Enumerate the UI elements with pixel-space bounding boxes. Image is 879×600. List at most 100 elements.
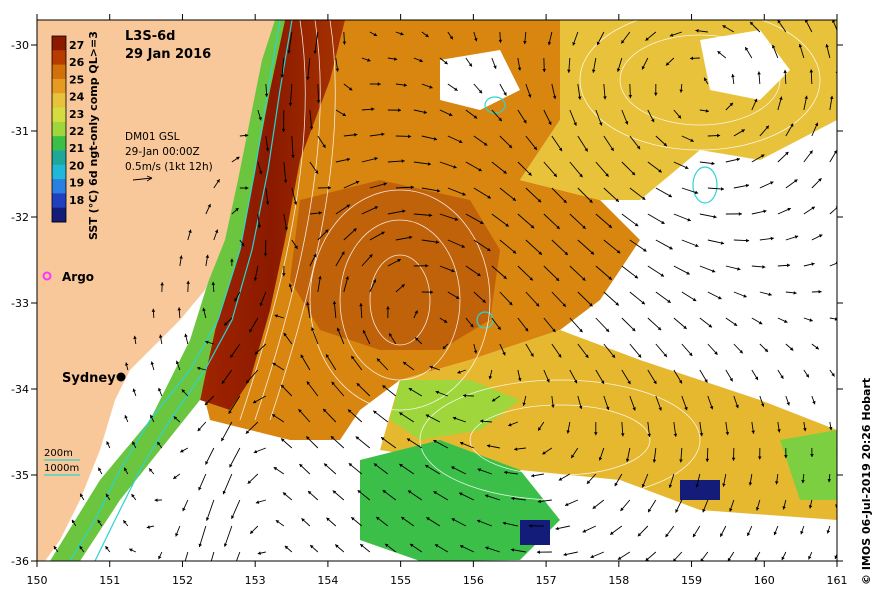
current-arrowhead: [124, 362, 129, 366]
current-arrowhead: [223, 543, 228, 547]
current-arrowhead: [425, 33, 429, 37]
current-arrowhead: [690, 56, 694, 61]
colorbar-swatch: [52, 64, 66, 80]
current-arrow: [395, 186, 414, 189]
current-arrowhead: [542, 451, 546, 455]
current-arrowhead: [692, 297, 697, 301]
current-arrowhead: [579, 173, 583, 178]
current-arrowhead: [535, 302, 540, 307]
current-arrowhead: [763, 209, 767, 214]
current-arrowhead: [477, 272, 481, 277]
current-arrow: [829, 207, 837, 215]
current-arrow: [355, 436, 371, 449]
current-arrowhead: [288, 102, 293, 106]
current-arrowhead: [400, 32, 404, 36]
current-arrowhead: [645, 557, 649, 561]
current-arrowhead: [382, 490, 387, 494]
current-arrow: [838, 234, 847, 240]
current-arrow: [380, 436, 397, 449]
current-arrowhead: [512, 250, 517, 254]
current-arrowhead: [157, 441, 161, 446]
current-arrowhead: [151, 308, 156, 312]
current-arrowhead: [281, 438, 285, 442]
current-arrowhead: [473, 350, 478, 354]
current-arrow: [551, 187, 567, 204]
current-arrowhead: [610, 147, 614, 151]
current-arrowhead: [794, 179, 798, 183]
current-arrow: [673, 213, 691, 222]
current-arrowhead: [768, 292, 772, 297]
current-arrowhead: [809, 150, 813, 154]
current-arrowhead: [572, 42, 576, 46]
current-arrowhead: [282, 492, 287, 496]
current-arrowhead: [665, 533, 669, 538]
current-arrowhead: [105, 546, 109, 550]
current-arrowhead: [301, 518, 305, 522]
current-arrow: [499, 187, 517, 202]
current-arrowhead: [827, 479, 832, 483]
current-arrow: [281, 57, 285, 78]
current-arrowhead: [717, 51, 721, 55]
current-arrowhead: [149, 468, 153, 472]
current-arrow: [447, 239, 466, 248]
current-arrowhead: [184, 333, 188, 338]
current-arrowhead: [627, 380, 631, 385]
credit-text: © IMOS 06-Jul-2019 20:26 Hobart: [860, 378, 873, 585]
current-arrowhead: [311, 327, 315, 331]
colorbar-swatch: [52, 193, 66, 209]
mid-temperature-south: [380, 330, 837, 520]
current-arrowhead: [211, 281, 216, 285]
current-arrowhead: [616, 68, 621, 72]
current-arrowhead: [354, 133, 358, 137]
no-data-gap-east: [620, 150, 837, 420]
current-arrowhead: [694, 190, 699, 195]
current-arrowhead: [729, 508, 733, 512]
current-arrow: [577, 135, 589, 152]
current-arrowhead: [517, 67, 522, 71]
current-arrowhead: [688, 352, 693, 356]
current-arrowhead: [745, 183, 750, 188]
current-arrowhead: [562, 303, 566, 307]
current-arrowhead: [702, 508, 706, 513]
current-arrowhead: [641, 483, 646, 488]
current-arrowhead: [522, 402, 526, 406]
current-arrowhead: [79, 546, 83, 550]
current-arrow: [491, 161, 507, 174]
current-arrowhead: [563, 552, 567, 557]
current-arrowhead: [528, 172, 532, 176]
current-arrowhead: [280, 74, 285, 78]
current-arrowhead: [765, 125, 769, 130]
current-arrowhead: [709, 405, 714, 410]
current-arrowhead: [374, 206, 378, 210]
current-arrowhead: [555, 277, 560, 281]
current-arrowhead: [381, 437, 385, 441]
current-arrowhead: [124, 467, 128, 472]
current-arrowhead: [382, 385, 386, 389]
current-arrowhead: [661, 220, 665, 224]
current-arrowhead: [205, 340, 209, 345]
current-arrowhead: [345, 276, 349, 280]
current-arrowhead: [503, 275, 507, 279]
current-arrow: [543, 317, 556, 333]
current-arrowhead: [585, 354, 589, 358]
current-arrowhead: [736, 157, 740, 162]
current-arrowhead: [160, 282, 164, 286]
current-arrowhead: [722, 25, 726, 29]
current-arrowhead: [530, 224, 535, 229]
current-arrowhead: [695, 484, 700, 488]
current-arrowhead: [376, 358, 381, 362]
current-arrowhead: [435, 240, 439, 244]
current-arrowhead: [831, 373, 835, 377]
current-arrowhead: [367, 58, 371, 62]
current-arrow: [577, 291, 593, 307]
y-tick-label: -31: [11, 125, 29, 138]
current-arrowhead: [508, 144, 513, 149]
cool-water-mid: [390, 380, 520, 440]
colorbar-frame: [51, 35, 67, 223]
no-data-gap-ne: [700, 30, 790, 100]
current-arrowhead: [555, 526, 559, 531]
current-arrowhead: [430, 290, 434, 294]
current-arrowhead: [653, 92, 658, 96]
x-tick-label: 159: [681, 574, 702, 587]
current-arrowhead: [591, 69, 596, 73]
